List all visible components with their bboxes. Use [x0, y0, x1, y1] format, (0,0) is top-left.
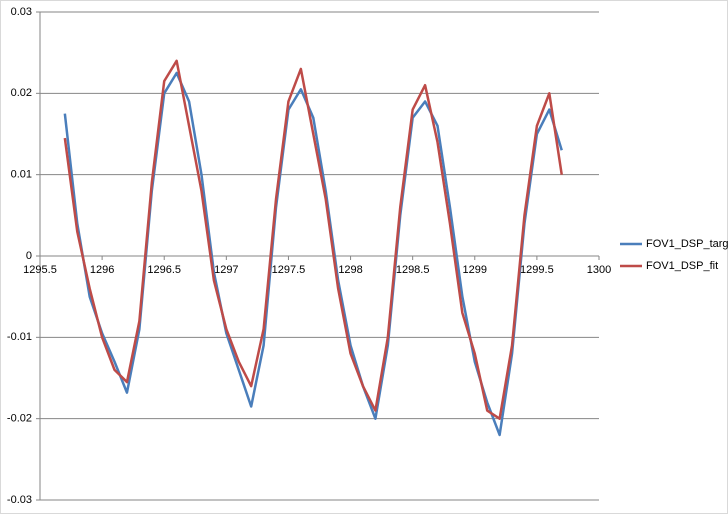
series-line	[63, 59, 563, 420]
x-tick-label: 1299	[463, 264, 487, 276]
x-tick-label: 1297.5	[272, 264, 306, 276]
x-tick-label: 1295.5	[23, 264, 57, 276]
x-tick-label: 1297	[214, 264, 238, 276]
y-tick-label: -0.02	[7, 413, 32, 425]
y-tick-label: 0.01	[11, 169, 32, 181]
x-tick-label: 1300	[587, 264, 611, 276]
legend-label: FOV1_DSP_fit	[646, 260, 718, 272]
x-tick-label: 1296.5	[147, 264, 181, 276]
y-tick-label: -0.03	[7, 494, 32, 506]
x-tick-label: 1298.5	[396, 264, 430, 276]
legend-label: FOV1_DSP_target	[646, 238, 728, 250]
y-tick-label: 0.03	[11, 6, 32, 18]
x-tick-label: 1298	[338, 264, 362, 276]
x-tick-label: 1299.5	[520, 264, 554, 276]
y-tick-label: -0.01	[7, 331, 32, 343]
y-tick-label: 0	[26, 250, 32, 262]
y-tick-label: 0.02	[11, 87, 32, 99]
x-tick-label: 1296	[90, 264, 114, 276]
